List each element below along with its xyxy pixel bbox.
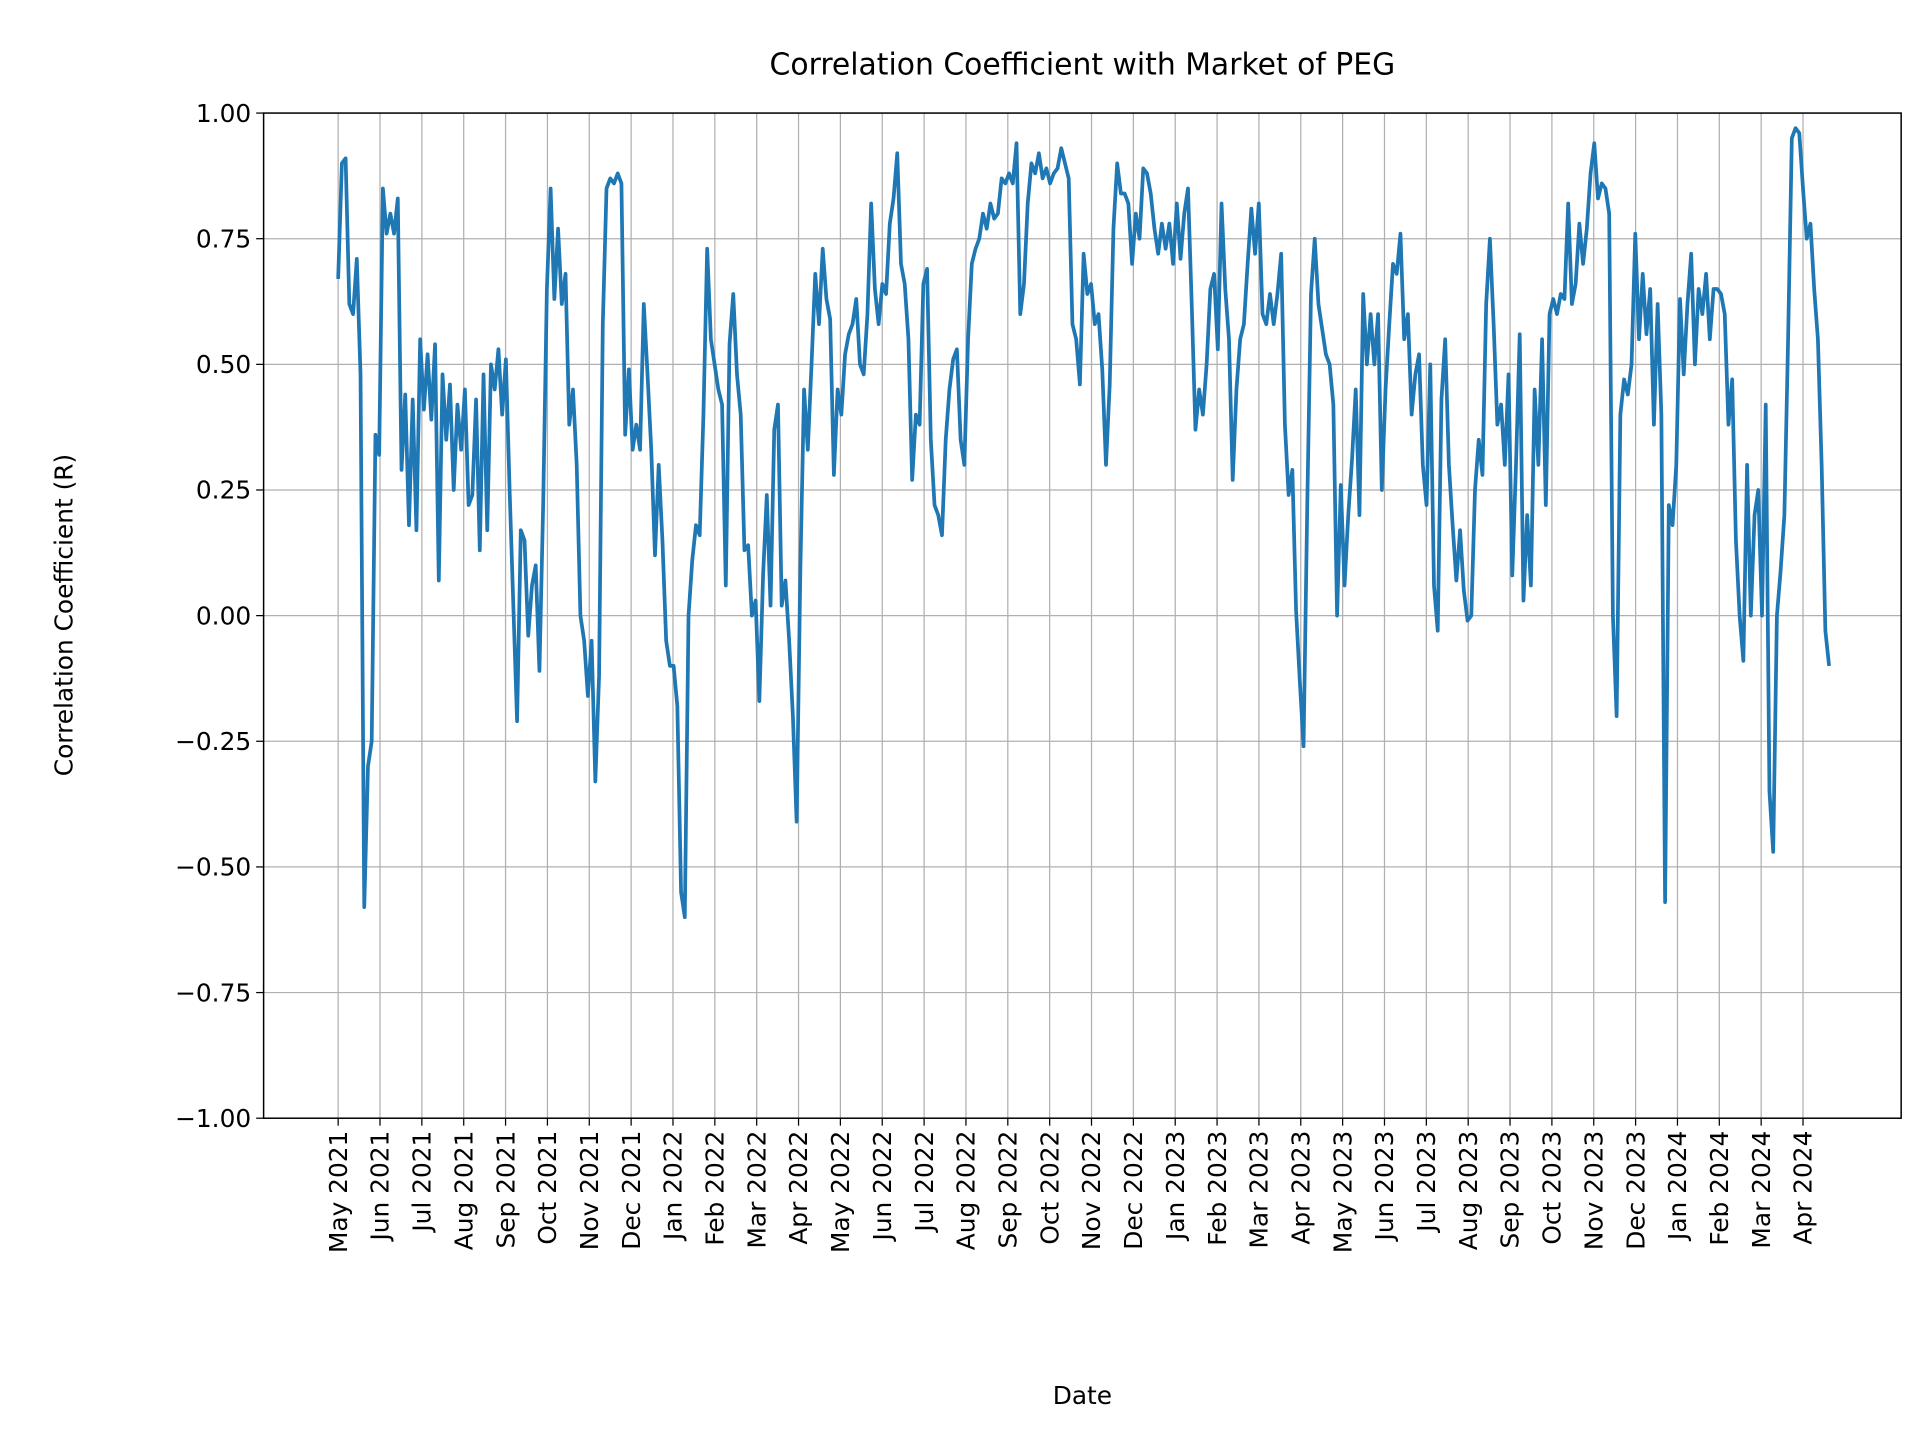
- y-tick-label: −0.75: [175, 978, 251, 1007]
- y-tick-label: −1.00: [175, 1104, 251, 1133]
- x-tick-label: Oct 2022: [1035, 1131, 1064, 1245]
- y-tick-label: −0.25: [175, 727, 251, 756]
- x-tick-label: Jan 2022: [659, 1131, 688, 1242]
- x-tick-label: Dec 2021: [617, 1131, 646, 1250]
- x-tick-label: Dec 2022: [1119, 1131, 1148, 1250]
- x-tick-label: May 2021: [324, 1131, 353, 1253]
- x-axis-label: Date: [1053, 1381, 1112, 1410]
- plot-area: [336, 126, 1831, 920]
- x-tick-label: Jul 2022: [910, 1131, 939, 1234]
- y-tick-label: 0.00: [196, 601, 251, 630]
- x-tick-label: Jan 2024: [1663, 1131, 1692, 1242]
- x-tick-label: Oct 2021: [533, 1131, 562, 1245]
- y-axis-label: Correlation Coefficient (R): [49, 454, 78, 776]
- x-tick-label: Apr 2024: [1789, 1131, 1818, 1245]
- x-tick-label: Apr 2023: [1286, 1131, 1315, 1245]
- x-tick-label: Nov 2023: [1579, 1131, 1608, 1251]
- x-tick-label: Jun 2023: [1370, 1131, 1399, 1243]
- chart-title: Correlation Coefficient with Market of P…: [770, 48, 1396, 83]
- x-tick-label: Feb 2024: [1705, 1131, 1734, 1246]
- x-tick-label: Sep 2021: [491, 1131, 520, 1249]
- x-tick-label: Jul 2021: [408, 1131, 437, 1234]
- x-tick-label: Jun 2022: [868, 1131, 897, 1243]
- x-tick-label: Dec 2023: [1621, 1131, 1650, 1250]
- x-tick-label: Nov 2022: [1077, 1131, 1106, 1251]
- ticks: −1.00 −0.75 −0.50 −0.25 0.00 0.25 0.50 0.75 1.00…: [175, 99, 1818, 1253]
- x-tick-label: May 2022: [826, 1131, 855, 1253]
- x-tick-label: Oct 2023: [1538, 1131, 1567, 1245]
- y-tick-label: 0.50: [196, 350, 251, 379]
- x-tick-label: Mar 2022: [742, 1131, 771, 1249]
- x-tick-label: May 2023: [1328, 1131, 1357, 1253]
- x-tick-label: Aug 2022: [952, 1131, 981, 1251]
- x-tick-label: Sep 2022: [994, 1131, 1023, 1249]
- x-tick-label: Jan 2023: [1161, 1131, 1190, 1242]
- x-tick-label: Apr 2022: [784, 1131, 813, 1245]
- x-tick-label: Sep 2023: [1496, 1131, 1525, 1249]
- y-tick-label: −0.50: [175, 853, 251, 882]
- x-tick-label: Feb 2022: [701, 1131, 730, 1246]
- x-tick-label: Jun 2021: [366, 1131, 395, 1243]
- x-tick-label: Aug 2021: [449, 1131, 478, 1251]
- x-tick-label: Mar 2024: [1747, 1131, 1776, 1249]
- y-tick-label: 0.75: [196, 224, 251, 253]
- x-tick-label: Jul 2023: [1412, 1131, 1441, 1234]
- x-tick-label: Nov 2021: [575, 1131, 604, 1251]
- x-tick-label: Mar 2023: [1245, 1131, 1274, 1249]
- y-tick-label: 1.00: [196, 99, 251, 128]
- axes-frame: [262, 112, 1902, 1119]
- data-line: [336, 126, 1831, 920]
- x-tick-label: Feb 2023: [1203, 1131, 1232, 1246]
- x-tick-label: Aug 2023: [1454, 1131, 1483, 1251]
- y-tick-label: 0.25: [196, 476, 251, 505]
